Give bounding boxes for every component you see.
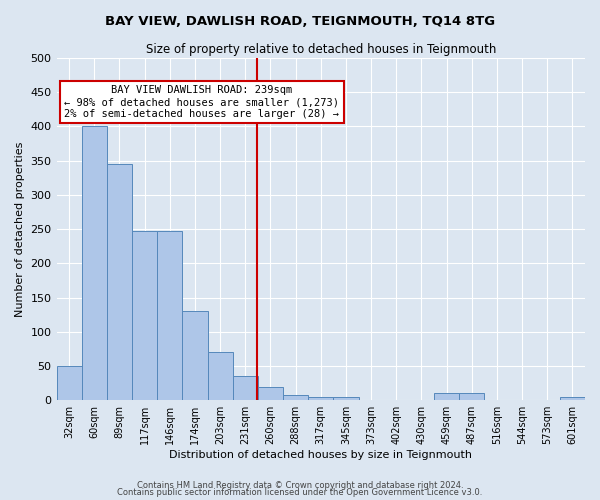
Bar — [560, 397, 585, 400]
Bar — [157, 230, 182, 400]
Bar — [182, 311, 208, 400]
Y-axis label: Number of detached properties: Number of detached properties — [15, 142, 25, 317]
Bar — [308, 397, 334, 400]
Bar — [459, 394, 484, 400]
Bar — [208, 352, 233, 400]
Bar — [258, 386, 283, 400]
Bar — [434, 394, 459, 400]
Text: Contains public sector information licensed under the Open Government Licence v3: Contains public sector information licen… — [118, 488, 482, 497]
Text: BAY VIEW DAWLISH ROAD: 239sqm
← 98% of detached houses are smaller (1,273)
2% of: BAY VIEW DAWLISH ROAD: 239sqm ← 98% of d… — [64, 86, 340, 118]
Bar — [56, 366, 82, 400]
Bar — [82, 126, 107, 400]
X-axis label: Distribution of detached houses by size in Teignmouth: Distribution of detached houses by size … — [169, 450, 472, 460]
Bar — [233, 376, 258, 400]
Bar — [334, 397, 359, 400]
Bar — [107, 164, 132, 400]
Title: Size of property relative to detached houses in Teignmouth: Size of property relative to detached ho… — [146, 42, 496, 56]
Text: BAY VIEW, DAWLISH ROAD, TEIGNMOUTH, TQ14 8TG: BAY VIEW, DAWLISH ROAD, TEIGNMOUTH, TQ14… — [105, 15, 495, 28]
Bar — [132, 230, 157, 400]
Bar — [283, 396, 308, 400]
Text: Contains HM Land Registry data © Crown copyright and database right 2024.: Contains HM Land Registry data © Crown c… — [137, 480, 463, 490]
